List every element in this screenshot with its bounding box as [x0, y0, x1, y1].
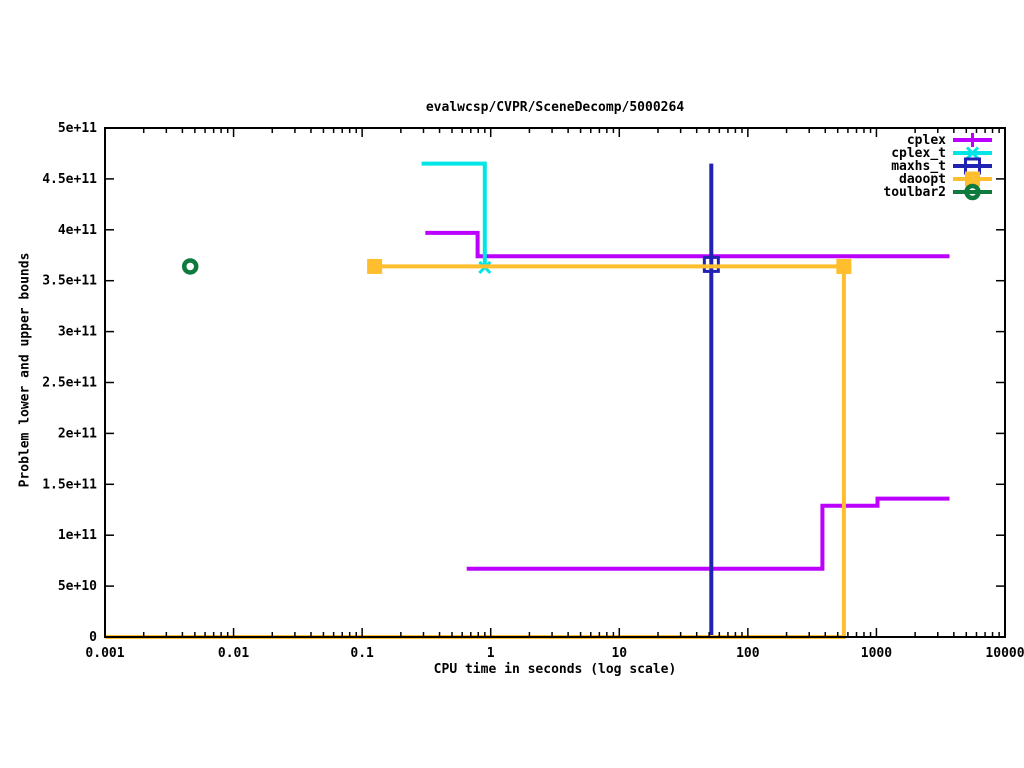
series-line-daoopt: [105, 264, 846, 639]
x-tick-label: 10000: [985, 646, 1024, 661]
y-tick-label: 1.5e+11: [42, 477, 97, 492]
series-line-cplex_t: [421, 161, 487, 268]
legend-label-maxhs_t: maxhs_t: [891, 159, 946, 174]
y-tick-label: 4e+11: [58, 223, 97, 238]
y-tick-label: 5e+10: [58, 579, 97, 594]
y-tick-label: 1e+11: [58, 528, 97, 543]
x-axis-label: CPU time in seconds (log scale): [433, 662, 677, 677]
series-marker-daoopt: [836, 258, 852, 274]
x-tick-label: 0.1: [350, 646, 374, 661]
legend-marker-daoopt: [965, 171, 980, 187]
chart-title: evalwcsp/CVPR/SceneDecomp/5000264: [425, 100, 685, 115]
y-tick-label: 2.5e+11: [42, 376, 97, 391]
x-tick-label: 0.01: [218, 646, 249, 661]
y-tick-label: 3e+11: [58, 325, 97, 340]
y-tick-label: 0: [89, 630, 97, 645]
series-line-cplex: [425, 230, 950, 259]
y-tick-label: 2e+11: [58, 426, 97, 441]
series-line-cplex: [466, 496, 950, 571]
legend-label-cplex_t: cplex_t: [891, 146, 946, 161]
legend-marker-cplex_t: [965, 146, 980, 160]
x-tick-label: 10: [611, 646, 627, 661]
series-marker-toulbar2: [181, 258, 199, 275]
series-marker-daoopt: [367, 258, 383, 274]
x-tick-label: 0.001: [85, 646, 124, 661]
legend-label-daoopt: daoopt: [899, 172, 946, 187]
x-tick-label: 1: [487, 646, 495, 661]
legend-label-toulbar2: toulbar2: [883, 185, 946, 200]
x-tick-label: 1000: [861, 646, 892, 661]
legend-marker-toulbar2: [964, 183, 981, 201]
y-tick-label: 4.5e+11: [42, 172, 97, 187]
y-tick-label: 5e+11: [58, 121, 97, 136]
plot-border: [104, 127, 1006, 638]
y-tick-label: 3.5e+11: [42, 274, 97, 289]
x-tick-label: 100: [736, 646, 760, 661]
legend-label-cplex: cplex: [907, 133, 946, 148]
